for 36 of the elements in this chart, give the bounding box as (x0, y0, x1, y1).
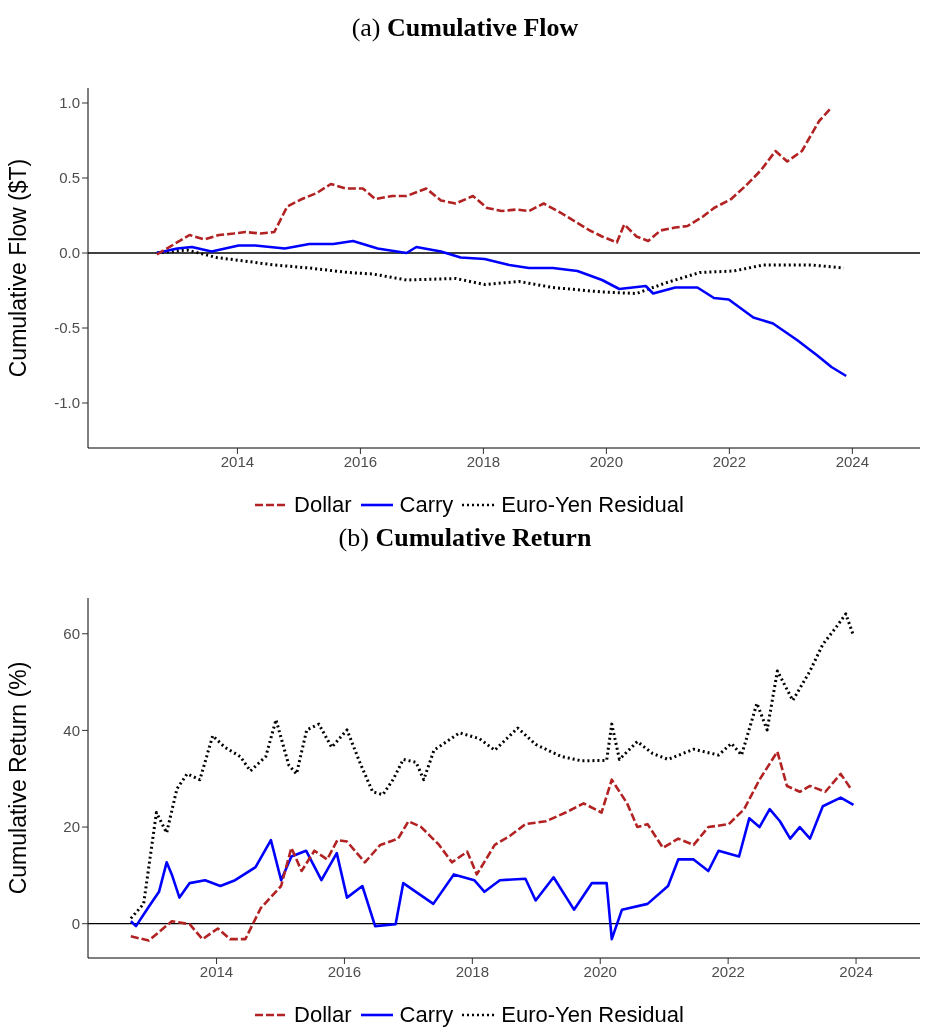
line-series (155, 239, 848, 378)
x-tick-label: 2022 (711, 962, 745, 980)
line-series (155, 106, 833, 256)
x-tick-label: 2022 (712, 452, 747, 470)
chart-title: (a) Cumulative Flow (351, 13, 579, 42)
y-tick-label: 0 (71, 915, 80, 933)
x-tick-label: 2024 (839, 962, 873, 980)
y-tick-label: -0.5 (54, 319, 80, 337)
y-tick-label: -1.0 (54, 394, 80, 412)
y-tick-label: 0.0 (59, 244, 80, 262)
x-tick-label: 2018 (466, 452, 501, 470)
x-tick-label: 2020 (589, 452, 624, 470)
legend-label: Dollar (294, 492, 352, 518)
legend-label: Carry (399, 492, 454, 518)
y-tick-label: 1.0 (59, 94, 80, 112)
legend-label: Carry (399, 1002, 454, 1028)
x-tick-label: 2016 (327, 962, 362, 980)
legend-label: Euro-Yen Residual (501, 492, 684, 518)
x-tick-label: 2024 (835, 452, 870, 470)
y-axis-title: Cumulative Return (%) (5, 661, 32, 895)
x-tick-label: 2014 (220, 452, 255, 470)
legend-label: Euro-Yen Residual (501, 1002, 684, 1028)
x-tick-label: 2020 (583, 962, 617, 980)
line-series (129, 612, 855, 920)
x-tick-label: 2016 (343, 452, 378, 470)
y-axis-title: Cumulative Flow ($T) (5, 158, 32, 378)
y-tick-label: 0.5 (59, 169, 80, 187)
legend-label: Dollar (294, 1002, 352, 1028)
y-tick-label: 20 (63, 818, 80, 836)
x-tick-label: 2018 (455, 962, 490, 980)
chart-title: (b) Cumulative Return (338, 523, 592, 552)
x-tick-label: 2014 (199, 962, 234, 980)
y-tick-label: 60 (63, 625, 80, 643)
y-tick-label: 40 (63, 721, 80, 739)
line-series (129, 750, 853, 942)
line-series (129, 796, 855, 941)
